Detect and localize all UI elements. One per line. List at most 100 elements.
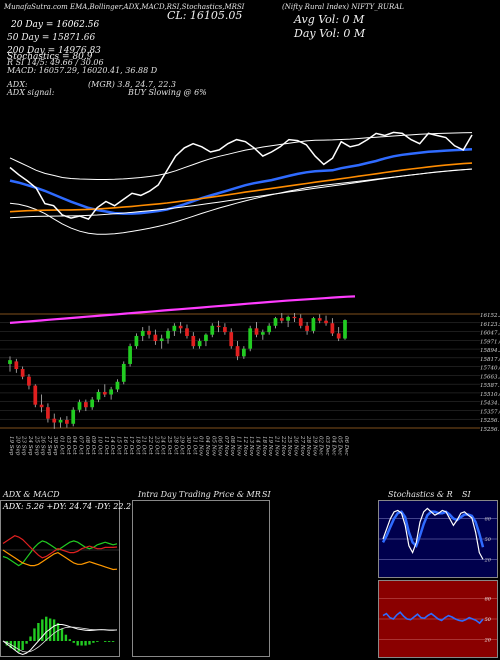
macd-hist-bar — [33, 628, 36, 641]
x-tick-label: 20 Sep — [14, 435, 20, 456]
candle-body — [298, 318, 303, 326]
macd-hist-bar — [5, 641, 9, 646]
candle-body — [317, 318, 322, 321]
rsi-tick-label: 50 — [485, 617, 492, 623]
macd-hist-bar — [13, 641, 16, 650]
close-price: CL: 16105.05 — [167, 9, 243, 22]
adx-values: (MGR) 3.8, 24.7, 22.3 — [88, 80, 176, 89]
macd-hist-bar — [60, 628, 64, 641]
candle-body — [178, 325, 183, 329]
candle-body — [102, 391, 107, 395]
intraday-panel-title: Intra Day Trading Price & MR — [138, 490, 261, 499]
avg-volume: Avg Vol: 0 M — [294, 13, 365, 26]
x-tick-label: 07 Nov — [223, 436, 229, 457]
candle-body — [242, 348, 246, 357]
x-tick-label: 22 Oct — [147, 435, 153, 455]
candle-body — [248, 328, 253, 349]
mrsi-panel: 80 50 20 — [378, 580, 498, 658]
adx-line — [2, 549, 118, 571]
candle-body — [216, 325, 221, 328]
x-tick-label: 05 Nov — [210, 436, 216, 457]
ema-20-line — [9, 148, 473, 215]
candle-body — [121, 363, 126, 382]
macd-hist-bar — [76, 641, 79, 646]
x-tick-label: 11 Nov — [236, 436, 242, 457]
candle-body — [128, 346, 132, 364]
y-tick-label: 15587.1 — [480, 383, 500, 389]
candle-body — [273, 318, 278, 326]
x-tick-label: 25 Oct — [166, 435, 172, 455]
y-tick-label: 16123.99 — [480, 322, 500, 328]
adx-macd-panel: ADX: 5.26 +DY: 24.74 -DY: 22.27 — [0, 500, 136, 657]
adx-panel-values: ADX: 5.26 +DY: 24.74 -DY: 22.27 — [3, 502, 137, 511]
x-tick-label: 02 Dec — [318, 436, 324, 456]
candle-body — [311, 318, 316, 331]
adx-panel-title: ADX & MACD — [3, 490, 60, 499]
rsi-tick-label: 80 — [485, 597, 492, 603]
ema-long-line — [9, 162, 473, 213]
x-tick-label: 09 Oct — [90, 436, 96, 455]
candle-body — [27, 376, 31, 386]
stoch-panel-title-right: SI — [462, 490, 471, 499]
x-tick-label: 01 Oct — [59, 436, 65, 455]
candle-body — [286, 316, 290, 321]
macd-hist-bar — [25, 641, 28, 644]
candle-body — [46, 407, 50, 419]
y-tick-label: 15256.75 — [480, 418, 500, 424]
candle-body — [336, 333, 341, 339]
stoch-d-line — [381, 510, 485, 548]
candle-body — [172, 325, 177, 331]
candle-body — [8, 360, 12, 364]
ema-200-value: 200 Day = 14976.83 — [7, 46, 101, 56]
plus-di-line — [2, 540, 118, 567]
candle-body — [65, 419, 69, 424]
ema-20-value: 20 Day = 16062.56 — [11, 20, 100, 30]
macd-value: MACD: 16057.29, 16020.41, 36.88 D — [7, 66, 158, 75]
macd-hist-bar — [45, 616, 48, 641]
x-tick-label: 08 Nov — [229, 436, 235, 457]
minus-di-line — [2, 535, 118, 559]
x-tick-label: 25 Nov — [286, 435, 292, 457]
x-tick-label: 03 Dec — [324, 436, 330, 456]
x-tick-label: 14 Oct — [109, 436, 115, 455]
y-tick-label: 15357.65 — [480, 409, 500, 415]
y-tick-label: 15740.67 — [480, 366, 500, 372]
x-tick-label: 24 Sep — [27, 435, 33, 456]
x-tick-label: 29 Nov — [311, 435, 317, 457]
x-tick-label: 29 Oct — [179, 435, 185, 455]
adx-label: ADX: — [7, 80, 28, 89]
macd-hist-bar — [29, 636, 32, 641]
macd-hist-bar — [41, 619, 44, 641]
x-tick-label: 24 Oct — [160, 435, 166, 455]
bollinger-upper — [9, 132, 473, 180]
macd-hist-bar — [96, 641, 99, 642]
candle-body — [305, 325, 309, 331]
x-tick-label: 15 Oct — [115, 436, 121, 455]
y-tick-label: 15817.07 — [480, 357, 500, 363]
macd-hist-bar — [56, 623, 60, 641]
macd-hist-bar — [88, 641, 91, 645]
candle-body — [210, 325, 215, 335]
candle-body — [267, 325, 272, 333]
macd-hist-bar — [64, 634, 68, 641]
macd-hist-bar — [84, 641, 87, 646]
x-tick-label: 18 Oct — [134, 436, 140, 455]
x-tick-label: 11 Oct — [103, 436, 109, 455]
macd-hist-bar — [111, 641, 115, 642]
rsi-line — [382, 611, 484, 625]
indicators-caption: MunafaSutra.com EMA,Bollinger,ADX,MACD,R… — [4, 3, 245, 11]
candle-body — [153, 334, 158, 342]
candle-body — [166, 330, 170, 339]
macd-hist-bar — [80, 641, 83, 646]
x-tick-label: 30 Sep — [52, 436, 58, 456]
x-tick-label: 30 Oct — [185, 436, 191, 455]
x-tick-label: 26 Nov — [292, 435, 298, 457]
candle-body — [204, 334, 208, 342]
macd-hist-bar — [72, 641, 75, 643]
candle-body — [115, 381, 120, 390]
stoch-tick-label: 50 — [485, 537, 492, 543]
price-line — [9, 131, 473, 220]
macd-hist-bar — [21, 641, 24, 650]
x-tick-label: 22 Nov — [280, 435, 286, 457]
macd-hist-bar — [107, 641, 111, 642]
